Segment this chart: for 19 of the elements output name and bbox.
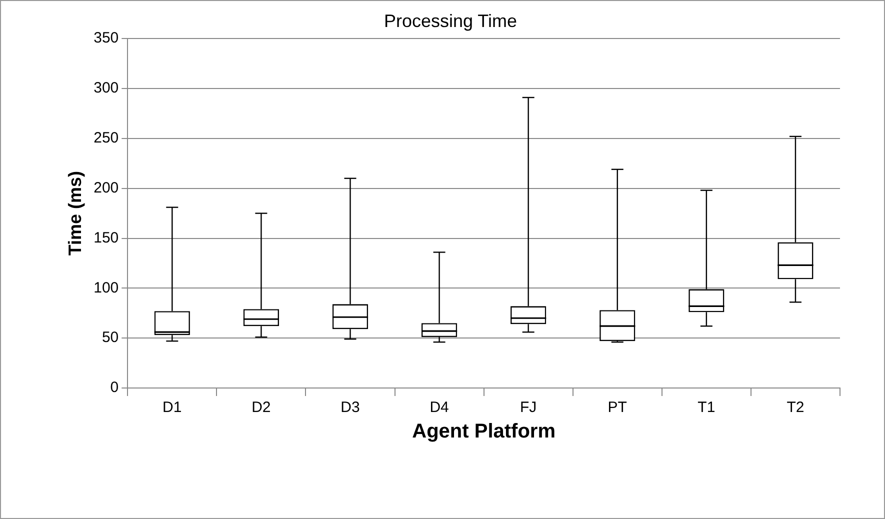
- y-axis-title: Time (ms): [64, 170, 85, 256]
- y-tick-label: 150: [94, 229, 119, 246]
- y-tick-label: 200: [94, 179, 119, 196]
- y-tick-label: 350: [94, 30, 119, 47]
- y-tick-label: 100: [94, 279, 119, 296]
- x-tick-label: FJ: [520, 399, 537, 416]
- x-tick-label: D1: [162, 399, 182, 416]
- x-axis-title: Agent Platform: [412, 420, 556, 443]
- x-tick-label: PT: [608, 399, 627, 416]
- y-tick-label: 250: [94, 130, 119, 147]
- y-tick-label: 50: [102, 329, 119, 346]
- x-tick-label: D4: [430, 399, 449, 416]
- x-tick-label: D3: [340, 399, 360, 416]
- y-tick-label: 300: [94, 80, 119, 97]
- x-tick-label: T1: [698, 399, 716, 416]
- x-tick-label: T2: [786, 399, 804, 416]
- x-tick-label: D2: [252, 399, 271, 416]
- chart-title: Processing Time: [384, 10, 518, 31]
- y-tick-label: 0: [110, 379, 119, 396]
